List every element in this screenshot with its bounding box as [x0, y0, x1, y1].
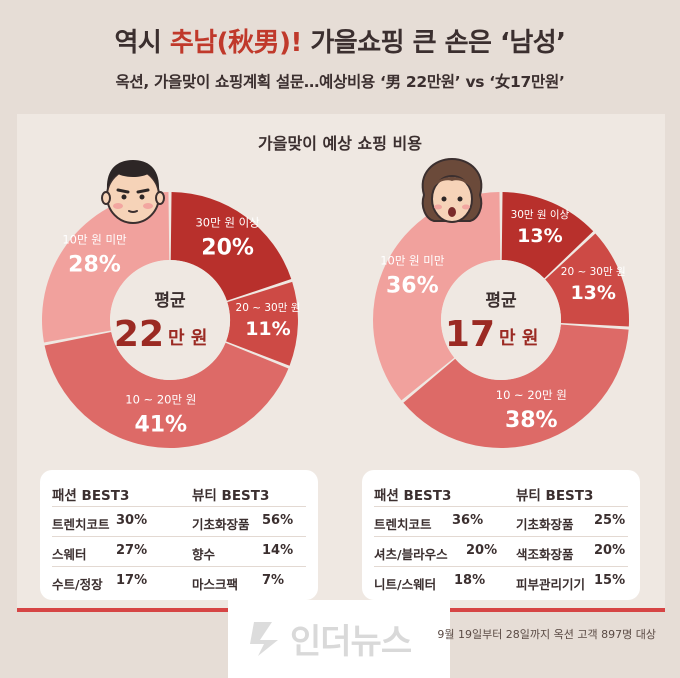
female-center-value: 17: [445, 314, 495, 355]
list-item-value: 25%: [594, 513, 626, 528]
row-divider: [374, 566, 628, 567]
male-slice-label-1: 20 ~ 30만 원: [236, 302, 301, 314]
male-slice-value-2: 41%: [134, 413, 187, 438]
female-slice-value-3: 36%: [386, 273, 439, 298]
row-divider: [374, 506, 628, 507]
title-pre: 역시: [114, 28, 170, 58]
female-donut-chart: 30만 원 이상 13% 20 ~ 30만 원 13% 10 ~ 20만 원 38% 10만…: [373, 192, 629, 448]
female-face-icon: [421, 157, 483, 223]
list-item-value: 20%: [594, 543, 626, 558]
male-donut-chart: 30만 원 이상 20% 20 ~ 30만 원 11% 10 ~ 20만 원 41% 10만…: [42, 192, 301, 449]
row-divider: [52, 566, 306, 567]
list-item: 수트/정장: [52, 577, 103, 592]
list-item: 기초화장품: [192, 517, 250, 532]
beauty-best3-title: 뷰티 BEST3: [192, 488, 270, 504]
row-divider: [374, 536, 628, 537]
chart-heading: 가을맞이 예상 쇼핑 비용: [258, 134, 422, 153]
page-subtitle: 옥션, 가을맞이 쇼핑계획 설문…예상비용 ‘男 22만원’ vs ‘女17만원…: [115, 73, 565, 91]
list-item-value: 17%: [116, 573, 148, 588]
list-item-value: 30%: [116, 513, 148, 528]
male-donut-hole: [110, 260, 230, 380]
male-slice-0: [170, 192, 292, 301]
beauty-best3-title: 뷰티 BEST3: [516, 488, 594, 504]
female-slice-value-2: 38%: [505, 408, 558, 433]
male-face-icon: [101, 160, 165, 224]
list-item-value: 7%: [262, 573, 285, 588]
list-item: 마스크팩: [192, 577, 239, 592]
list-item: 트렌치코트: [374, 517, 432, 532]
male-slice-3: [42, 192, 170, 343]
female-best3-box: 패션 BEST3 뷰티 BEST3 트렌치코트 36% 셔츠/블라우스 20% …: [362, 470, 640, 600]
male-slice-value-3: 28%: [68, 253, 121, 278]
female-center-unit: 만 원: [499, 328, 538, 349]
page-title: 역시 추남(秋男)! 가을쇼핑 큰 손은 ‘남성’: [0, 22, 680, 59]
list-item: 트렌치코트: [52, 517, 110, 532]
list-item-value: 56%: [262, 513, 294, 528]
male-best3-box: 패션 BEST3 뷰티 BEST3 트렌치코트 30% 스웨터 27% 수트/정…: [40, 470, 318, 600]
row-divider: [52, 536, 306, 537]
list-item-value: 14%: [262, 543, 294, 558]
male-center-label: 평균: [154, 291, 186, 311]
title-post: 가을쇼핑 큰 손은 ‘남성’: [301, 28, 566, 58]
watermark-icon: [250, 622, 278, 656]
row-divider: [52, 506, 306, 507]
watermark-logo: 인더뉴스: [228, 600, 450, 678]
male-slice-label-0: 30만 원 이상: [195, 216, 260, 230]
male-center-value: 22: [114, 314, 164, 355]
male-slice-value-1: 11%: [245, 318, 290, 340]
female-slice-label-2: 10 ~ 20만 원: [496, 388, 567, 402]
male-slice-value-0: 20%: [201, 236, 254, 261]
footer-note: 9월 19일부터 28일까지 옥션 고객 897명 대상: [437, 628, 656, 641]
list-item-value: 27%: [116, 543, 148, 558]
list-item-value: 20%: [466, 543, 498, 558]
male-slice-label-2: 10 ~ 20만 원: [125, 393, 196, 407]
list-item-value: 18%: [454, 573, 486, 588]
male-slice-label-3: 10만 원 미만: [62, 233, 127, 247]
male-center-unit: 만 원: [168, 328, 207, 349]
list-item: 기초화장품: [516, 517, 574, 532]
list-item: 스웨터: [52, 547, 87, 562]
fashion-best3-title: 패션 BEST3: [374, 488, 452, 504]
list-item-value: 36%: [452, 513, 484, 528]
female-slice-value-0: 13%: [517, 225, 562, 247]
female-slice-1: [545, 233, 629, 327]
female-donut-hole: [441, 260, 561, 380]
female-slice-label-0: 30만 원 이상: [511, 209, 570, 221]
list-item: 피부관리기기: [516, 577, 586, 592]
female-slice-0: [501, 192, 594, 279]
title-accent: 추남(秋男)!: [169, 28, 302, 58]
female-center-label: 평균: [485, 291, 517, 311]
list-item: 색조화장품: [516, 547, 574, 562]
fashion-best3-title: 패션 BEST3: [52, 488, 130, 504]
list-item-value: 15%: [594, 573, 626, 588]
female-slice-2: [403, 324, 629, 448]
watermark-text: 인더뉴스: [290, 622, 412, 662]
list-item: 셔츠/블라우스: [374, 547, 448, 562]
female-slice-3: [373, 192, 501, 401]
female-slice-value-1: 13%: [570, 282, 615, 304]
male-slice-2: [44, 331, 289, 449]
male-slice-1: [226, 281, 298, 366]
female-slice-label-1: 20 ~ 30만 원: [561, 266, 626, 278]
list-item: 니트/스웨터: [374, 577, 437, 592]
list-item: 향수: [192, 547, 216, 562]
female-slice-label-3: 10만 원 미만: [380, 253, 445, 267]
